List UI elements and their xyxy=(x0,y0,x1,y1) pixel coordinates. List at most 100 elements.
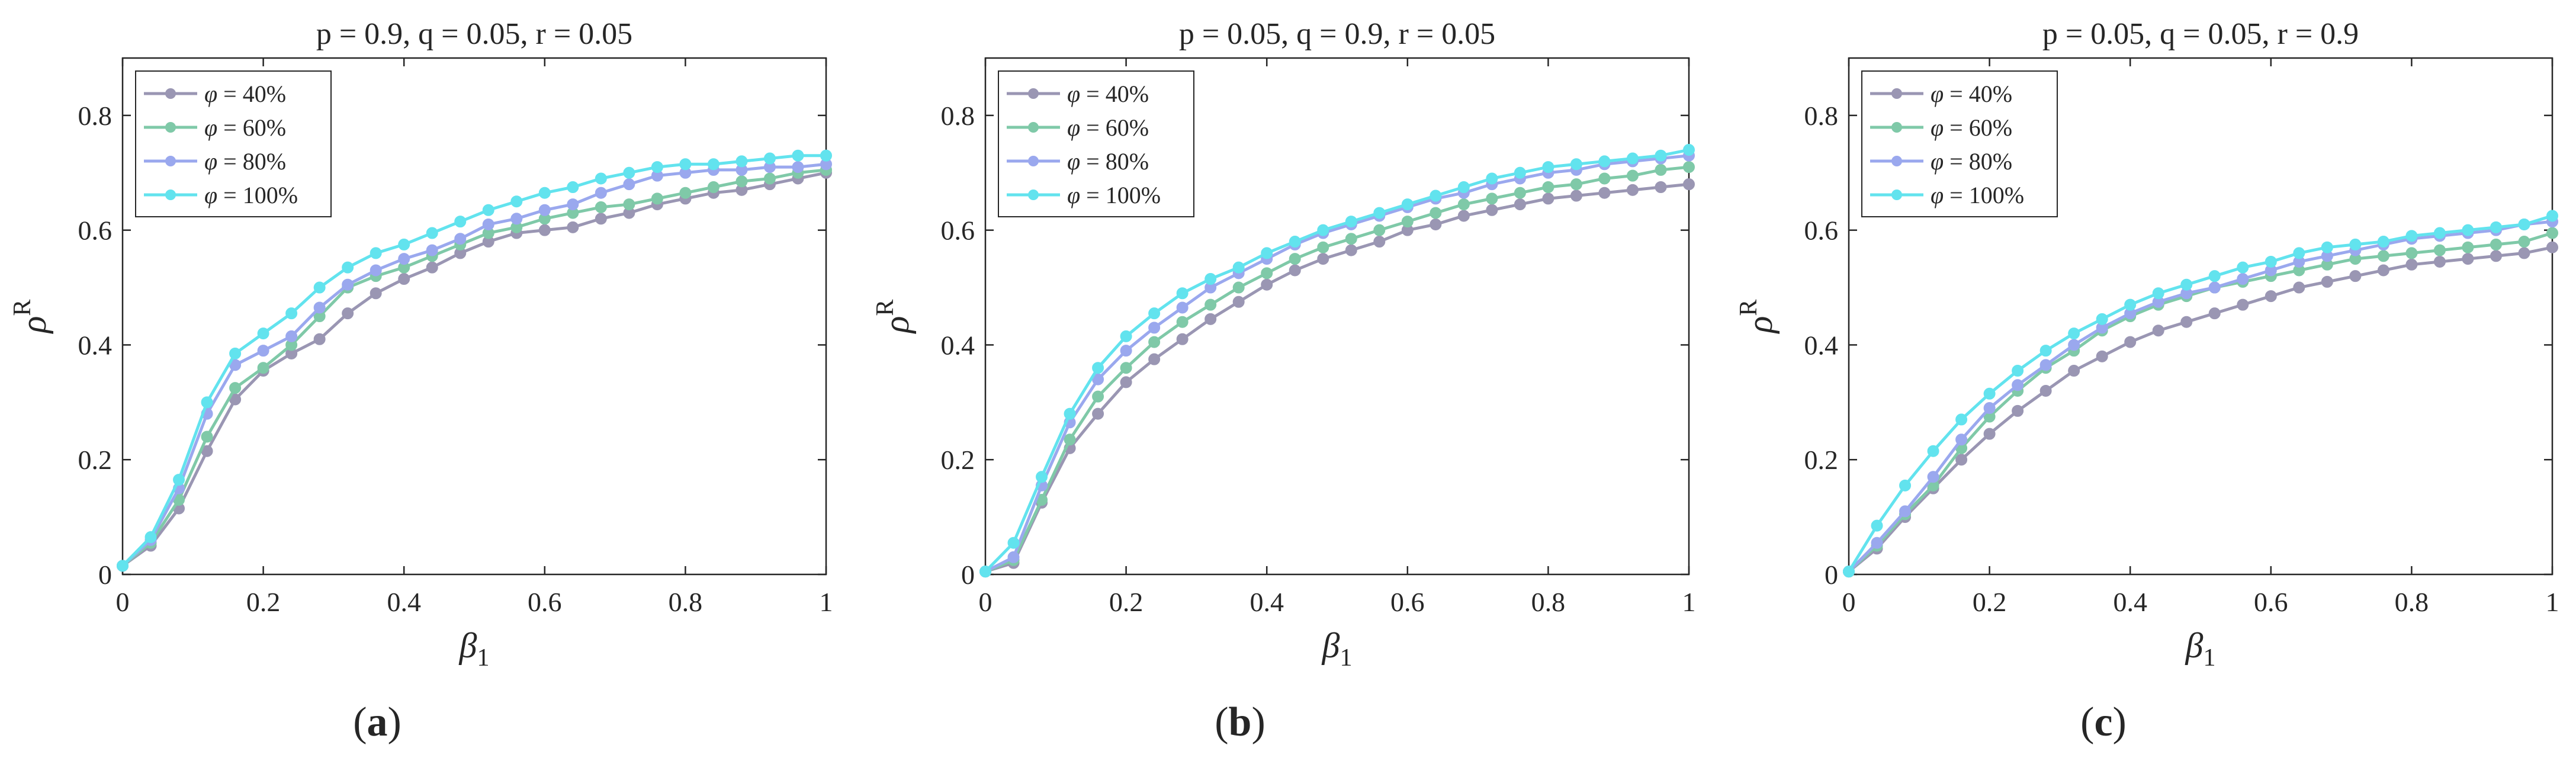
data-point xyxy=(1514,166,1526,179)
y-tick-label: 0.8 xyxy=(941,101,975,131)
data-point xyxy=(2180,316,2193,328)
data-point xyxy=(1007,537,1020,549)
data-point xyxy=(1457,210,1470,222)
data-point xyxy=(792,161,804,174)
legend-marker xyxy=(1028,190,1039,200)
data-point xyxy=(2012,379,2024,391)
data-point xyxy=(1289,264,1301,277)
data-point xyxy=(2490,221,2502,233)
data-point xyxy=(1655,149,1667,162)
x-tick-label: 0.2 xyxy=(1973,587,2007,617)
data-point xyxy=(1205,298,1217,311)
data-point xyxy=(1120,345,1132,357)
legend-marker xyxy=(1891,190,1902,200)
panel-label: (b) xyxy=(1215,699,1265,745)
data-point xyxy=(482,218,494,230)
data-point xyxy=(2321,241,2333,253)
data-point xyxy=(1036,471,1048,483)
data-point xyxy=(1570,158,1582,171)
x-tick-label: 0.8 xyxy=(1531,587,1566,617)
data-point xyxy=(1289,236,1301,248)
legend: φ = 40% φ = 60% φ = 80% φ = 100% xyxy=(1861,70,2058,217)
data-point xyxy=(1120,376,1132,388)
data-point xyxy=(623,178,635,191)
data-point xyxy=(2321,275,2333,288)
data-point xyxy=(1176,301,1189,314)
data-point xyxy=(454,233,467,245)
data-point xyxy=(398,253,410,265)
data-point xyxy=(201,431,213,443)
x-tick-label: 0.8 xyxy=(2395,587,2429,617)
data-point xyxy=(1373,207,1386,219)
data-point xyxy=(595,201,607,213)
x-tick-label: 0.8 xyxy=(669,587,703,617)
data-point xyxy=(1345,233,1357,245)
data-point xyxy=(285,307,298,320)
data-point xyxy=(1176,287,1189,300)
chart-title: p = 0.05, q = 0.9, r = 0.05 xyxy=(1179,17,1495,51)
data-point xyxy=(2237,261,2249,274)
y-tick-label: 0.8 xyxy=(1804,101,1839,131)
data-point xyxy=(2462,241,2474,253)
chart-title: p = 0.05, q = 0.05, r = 0.9 xyxy=(2042,17,2359,51)
x-axis-label: β1 xyxy=(1322,626,1353,672)
data-point xyxy=(1598,155,1611,168)
data-point xyxy=(144,531,157,544)
data-point xyxy=(1092,407,1104,420)
x-tick-label: 0.4 xyxy=(387,587,421,617)
data-point xyxy=(1148,307,1161,320)
data-point xyxy=(538,224,551,236)
data-point xyxy=(2349,238,2362,250)
data-point xyxy=(1148,336,1161,348)
data-point xyxy=(1570,178,1582,191)
data-point xyxy=(1317,224,1329,236)
data-point xyxy=(538,204,551,216)
chart-panel-c: p = 0.05, q = 0.05, r = 0.9 0 0.2 0.4 0.6 0.8… xyxy=(1735,17,2559,745)
data-point xyxy=(313,333,326,345)
data-point xyxy=(651,192,663,205)
legend-label: φ = 80% xyxy=(1931,148,2012,175)
legend-label: φ = 60% xyxy=(1931,114,2012,141)
data-point xyxy=(595,213,607,225)
data-point xyxy=(2208,270,2221,282)
data-point xyxy=(1486,172,1498,185)
data-point xyxy=(2518,247,2530,259)
data-point xyxy=(1983,402,1996,415)
y-tick-label: 0.6 xyxy=(941,216,975,246)
data-point xyxy=(1064,433,1076,446)
data-point xyxy=(2518,236,2530,248)
data-point xyxy=(1598,187,1611,199)
data-point xyxy=(257,327,269,340)
data-point xyxy=(1345,216,1357,228)
data-point xyxy=(2208,281,2221,294)
data-point xyxy=(2265,290,2277,303)
data-point xyxy=(2039,359,2052,371)
data-point xyxy=(2405,230,2418,242)
legend-label: φ = 40% xyxy=(1067,81,1149,107)
data-point xyxy=(2237,273,2249,285)
legend-marker xyxy=(1028,122,1039,133)
data-point xyxy=(2518,218,2530,230)
data-point xyxy=(2490,238,2502,250)
data-point xyxy=(679,158,692,171)
x-tick-label: 0.6 xyxy=(528,587,562,617)
x-tick-label: 0.2 xyxy=(1109,587,1144,617)
legend-marker xyxy=(1891,156,1902,166)
y-axis-label: ρR xyxy=(9,300,53,335)
x-tick-label: 0 xyxy=(1842,587,1856,617)
data-point xyxy=(2096,350,2108,362)
legend-marker xyxy=(1891,122,1902,133)
x-axis-label: β1 xyxy=(2185,626,2216,672)
data-point xyxy=(2433,244,2446,256)
y-axis-label: ρR xyxy=(872,300,916,335)
data-point xyxy=(1983,428,1996,440)
data-point xyxy=(2546,210,2558,222)
data-point xyxy=(1927,471,1939,483)
data-point xyxy=(820,149,832,162)
data-point xyxy=(2265,255,2277,268)
legend-marker xyxy=(1891,88,1902,99)
legend-marker xyxy=(1028,88,1039,99)
x-tick-label: 1 xyxy=(1682,587,1696,617)
data-point xyxy=(201,396,213,409)
y-axis-label: ρR xyxy=(1735,300,1780,335)
